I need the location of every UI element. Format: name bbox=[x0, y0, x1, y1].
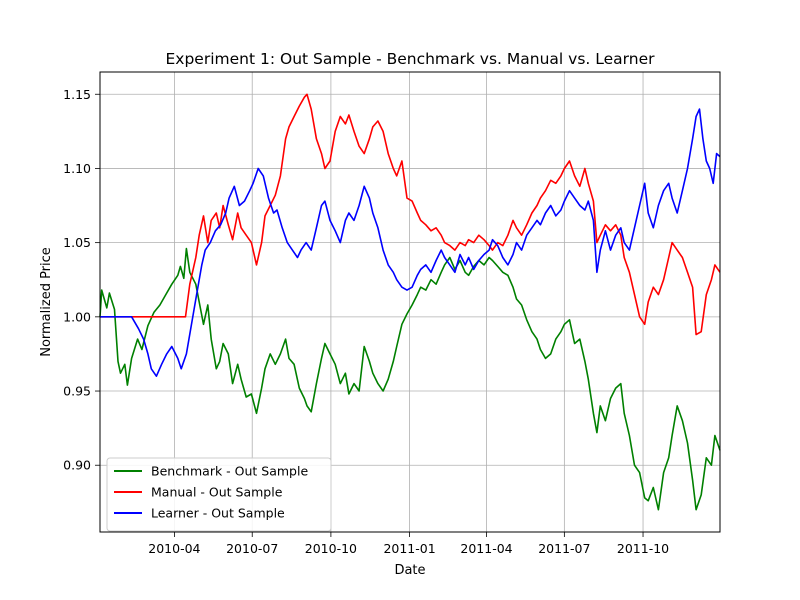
learner-line bbox=[100, 108, 721, 378]
y-axis-label: Normalized Price bbox=[39, 247, 54, 357]
legend-label: Benchmark - Out Sample bbox=[151, 464, 308, 479]
y-tick-label: 1.00 bbox=[63, 309, 91, 324]
y-tick-label: 0.95 bbox=[63, 384, 91, 399]
y-axis-ticks: 0.90 0.95 1.00 1.05 1.10 1.15 bbox=[63, 87, 100, 473]
manual-line bbox=[100, 93, 721, 336]
x-tick-label: 2010-07 bbox=[226, 541, 278, 556]
legend-box bbox=[106, 457, 332, 532]
x-tick-label: 2011-04 bbox=[460, 541, 512, 556]
x-axis-ticks: 2010-04 2010-07 2010-10 2011-01 2011-04 2011-… bbox=[148, 532, 669, 556]
y-tick-label: 1.05 bbox=[63, 235, 91, 250]
x-tick-label: 2010-10 bbox=[305, 541, 357, 556]
x-tick-label: 2011-07 bbox=[538, 541, 590, 556]
x-tick-label: 2010-04 bbox=[148, 541, 200, 556]
legend: Benchmark - Out Sample Manual - Out Sampl… bbox=[106, 457, 332, 532]
series-lines bbox=[99, 93, 721, 511]
y-tick-label: 0.90 bbox=[63, 458, 91, 473]
x-tick-label: 2011-10 bbox=[617, 541, 669, 556]
legend-label: Manual - Out Sample bbox=[151, 485, 283, 500]
y-tick-label: 1.10 bbox=[63, 161, 91, 176]
plot-frame bbox=[99, 71, 721, 533]
chart-title: Experiment 1: Out Sample - Benchmark vs.… bbox=[166, 50, 656, 68]
legend-label: Learner - Out Sample bbox=[151, 506, 285, 521]
y-tick-label: 1.15 bbox=[63, 87, 91, 102]
x-tick-label: 2011-01 bbox=[383, 541, 435, 556]
x-axis-label: Date bbox=[394, 563, 425, 578]
